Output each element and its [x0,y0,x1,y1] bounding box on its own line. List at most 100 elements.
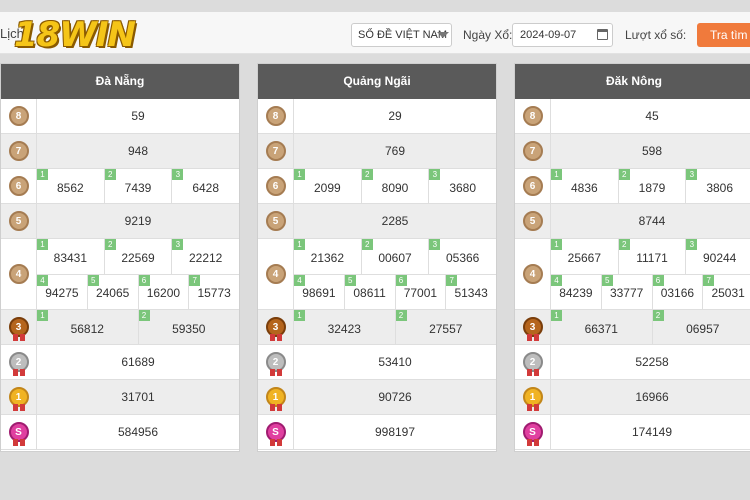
page-title-suffix: ố [128,26,136,41]
prize-icon-cell: 4 [1,239,37,309]
prize-number-text: 31701 [121,390,155,404]
prize-number-text: 24065 [95,286,130,301]
prize-3-medal-icon: 3 [522,317,543,341]
medal-label: 8 [272,110,279,122]
prize-numbers: 1 83431 2 22569 3 22212 4 94275 5 24065 6 16200 7 157… [37,239,239,309]
special-prize-medal-icon: S [8,422,29,446]
prize-row-p5: 5 2285 [258,204,496,239]
prize-number: 5 08611 [344,274,396,309]
prize-number-text: 21362 [310,250,345,265]
number-index-badge: 2 [104,239,116,250]
prize-numbers: 1 32423 2 27557 [294,310,496,344]
prize-row-p8: 8 45 [515,99,750,134]
prize-number-text: 7439 [124,180,152,195]
prize-row-p7: 7 769 [258,134,496,169]
prize-numbers: 174149 [551,415,750,449]
number-index-badge: 1 [551,310,562,321]
prize-numbers: 1 21362 2 00607 3 05366 4 98691 5 08611 6 77001 7 513… [294,239,496,309]
medal-label: 4 [529,268,536,280]
lottery-type-select[interactable]: SỔ ĐỀ VIỆT NAM [351,23,452,47]
prize-6-medal-icon: 6 [8,176,29,196]
prize-number-text: 33777 [609,286,644,301]
prize-subrow: 2285 [294,204,496,238]
prize-row-p4: 4 1 83431 2 22569 3 22212 4 94275 5 24065 6 16200 7 15… [1,239,239,310]
prize-number: 1 2099 [294,169,362,203]
medal-label: 1 [529,391,536,403]
number-index-badge: 2 [104,169,116,180]
prize-4-medal-icon: 4 [522,264,543,284]
prize-number: 61689 [37,345,239,379]
draw-date-input[interactable]: 2024-09-07 [512,23,613,47]
prize-number: 2 11171 [618,239,687,274]
prize-number-text: 11171 [636,250,668,265]
prize-number-text: 06957 [686,321,720,336]
medal-label: 3 [529,321,536,333]
special-prize-medal-icon: S [522,422,543,446]
prize-number-text: 94275 [45,286,79,301]
prize-subrow: 1 25667 2 11171 3 90244 [551,239,750,274]
chevron-down-icon[interactable] [437,32,449,38]
number-index-badge: 2 [395,310,407,321]
ribbon-icon [12,439,25,446]
prize-icon-cell: 1 [1,380,37,414]
prize-number: 2 8090 [361,169,430,203]
prize-icon-cell: 3 [1,310,37,344]
prize-number-text: 598 [641,144,663,158]
prize-number-text: 05366 [445,250,480,265]
medal-label: 5 [272,215,279,227]
brand-logo: 18WIN [14,15,136,55]
prize-4-medal-icon: 4 [265,264,286,284]
prize-subrow: 598 [551,134,750,168]
calendar-icon[interactable] [597,29,608,40]
prize-number-text: 3680 [449,180,477,195]
prize-number: 9219 [37,204,239,238]
prize-subrow: 998197 [294,415,496,449]
prize-subrow: 769 [294,134,496,168]
prize-numbers: 998197 [294,415,496,449]
prize-number-text: 83431 [53,250,88,265]
prize-number-text: 16966 [635,390,669,404]
prize-numbers: 53410 [294,345,496,379]
number-index-badge: 1 [551,239,562,250]
prize-number: 2285 [294,204,496,238]
prize-numbers: 61689 [37,345,239,379]
number-index-badge: 1 [294,310,305,321]
prize-subrow: 31701 [37,380,239,414]
prize-icon-cell: S [258,415,294,449]
prize-icon-cell: 8 [1,99,37,133]
ribbon-icon [269,404,282,411]
prize-number: 5 24065 [87,274,139,309]
search-button[interactable]: Tra tìm [697,23,750,47]
medal-label: 1 [15,391,22,403]
number-index-badge: 3 [429,169,441,180]
prize-subrow: 8744 [551,204,750,238]
prize-icon-cell: 7 [258,134,294,168]
prize-icon-cell: 2 [515,345,551,379]
prize-number-text: 25031 [711,286,745,301]
ribbon-icon [12,369,25,376]
prize-number-text: 769 [384,144,406,158]
prize-row-p8: 8 59 [1,99,239,134]
prize-number: 2 1879 [618,169,687,203]
prize-subrow: 4 94275 5 24065 6 16200 7 15773 [37,273,239,309]
prize-icon-cell: 4 [258,239,294,309]
prize-number: 598 [551,134,750,168]
prize-number: 4 84239 [551,274,602,309]
number-index-badge: 2 [652,310,664,321]
prize-number: 584956 [37,415,239,449]
prize-number-text: 29 [388,109,402,123]
prize-number-text: 53410 [378,355,412,369]
prize-numbers: 45 [551,99,750,133]
medal-label: 8 [529,110,536,122]
prize-number: 3 90244 [686,239,750,274]
medal-label: 4 [272,268,279,280]
prize-icon-cell: 5 [515,204,551,238]
prize-number: 53410 [294,345,496,379]
prize-number-text: 4836 [570,180,598,195]
prize-number: 90726 [294,380,496,414]
prize-number-text: 22569 [121,250,155,265]
prize-subrow: 90726 [294,380,496,414]
prize-number-text: 51343 [454,286,488,301]
prize-numbers: 8744 [551,204,750,238]
medal-label: 2 [529,356,536,368]
